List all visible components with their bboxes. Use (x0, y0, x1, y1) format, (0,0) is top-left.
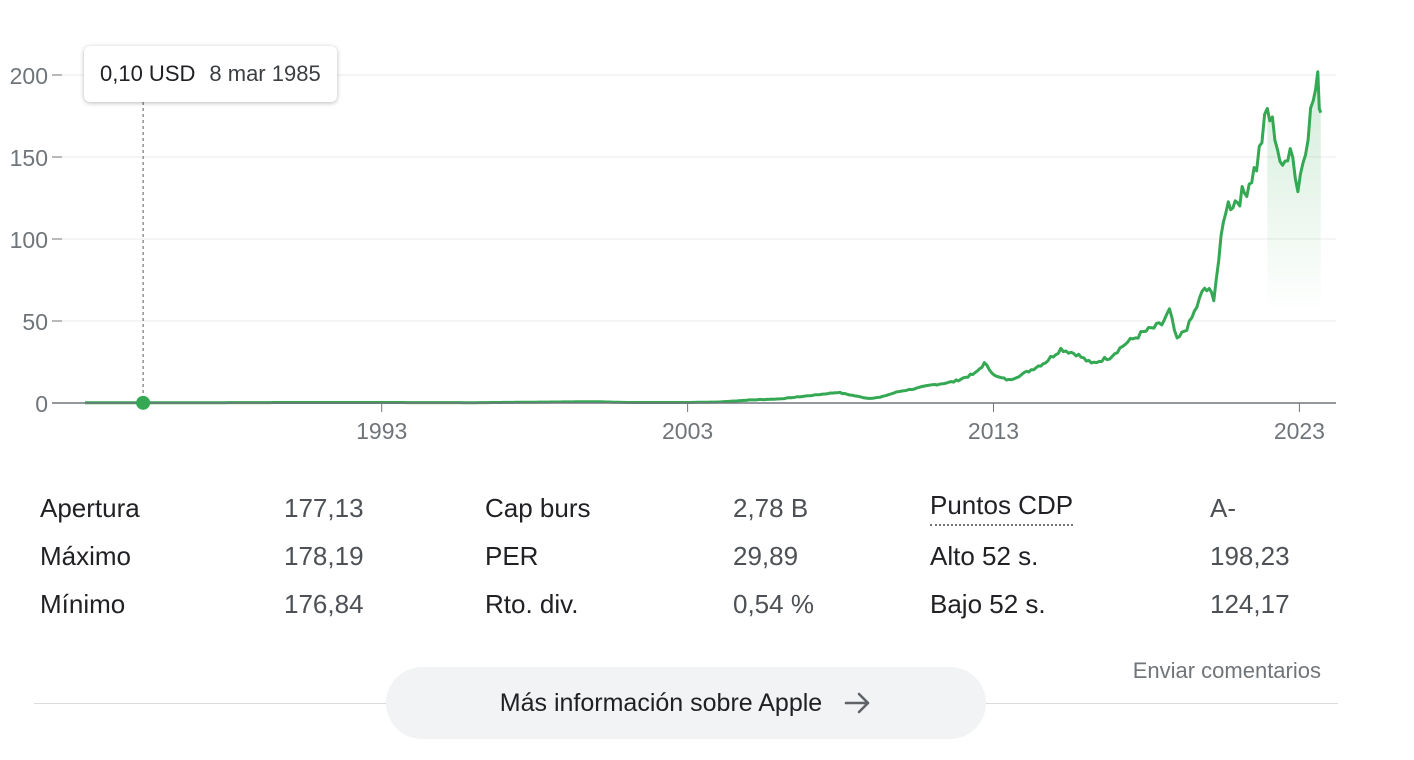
stat-value-dividend-yield: 0,54 % (733, 589, 814, 619)
stat-label-cdp-score[interactable]: Puntos CDP (930, 486, 1074, 526)
y-tick-label: 100 (10, 227, 48, 253)
x-axis-ticks: 1993 2003 2013 2023 (356, 403, 1325, 444)
hover-point-marker (136, 395, 151, 410)
price-series-line (85, 70, 1323, 405)
y-tick-label: 0 (35, 391, 48, 417)
stat-label-low: Mínimo (40, 589, 126, 619)
stat-value-low: 176,84 (284, 589, 364, 619)
stat-label-pe-ratio: PER (485, 541, 539, 571)
y-tick-label: 200 (10, 63, 48, 89)
more-info-label: Más información sobre Apple (499, 688, 823, 717)
send-feedback-link[interactable]: Enviar comentarios (1132, 658, 1321, 683)
stat-label-high: Máximo (40, 541, 132, 571)
stat-value-cdp-score: A- (1210, 493, 1236, 523)
x-tick-label: 1993 (356, 418, 407, 444)
stock-chart[interactable]: 0 50 100 150 200 1993 2003 2013 2023 (0, 0, 1414, 460)
y-tick-label: 50 (22, 309, 48, 335)
stat-label-market-cap: Cap burs (485, 493, 591, 523)
stat-value-market-cap: 2,78 B (733, 493, 809, 523)
grid-lines (52, 74, 1336, 322)
tooltip-date: 8 mar 1985 (209, 61, 321, 86)
stat-value-pe-ratio: 29,89 (733, 541, 799, 571)
stat-value-52w-low: 124,17 (1210, 589, 1290, 619)
x-tick-label: 2013 (968, 418, 1019, 444)
tooltip-price: 0,10 USD (100, 61, 196, 86)
price-tooltip: 0,10 USD 8 mar 1985 (84, 46, 337, 102)
stat-label-52w-high: Alto 52 s. (930, 541, 1039, 571)
stat-value-high: 178,19 (284, 541, 364, 571)
y-tick-label: 150 (10, 145, 48, 171)
more-info-button[interactable]: Más información sobre Apple (386, 667, 986, 739)
stat-value-52w-high: 198,23 (1210, 541, 1290, 571)
stat-value-open: 177,13 (284, 493, 364, 523)
stat-label-52w-low: Bajo 52 s. (930, 589, 1046, 619)
stat-label-open: Apertura (40, 493, 140, 523)
stat-label-dividend-yield: Rto. div. (485, 589, 579, 619)
y-axis-ticks: 0 50 100 150 200 (10, 63, 62, 417)
arrow-right-icon (844, 691, 872, 715)
x-tick-label: 2003 (662, 418, 713, 444)
price-area-fill (1267, 71, 1321, 313)
x-tick-label: 2023 (1274, 418, 1325, 444)
